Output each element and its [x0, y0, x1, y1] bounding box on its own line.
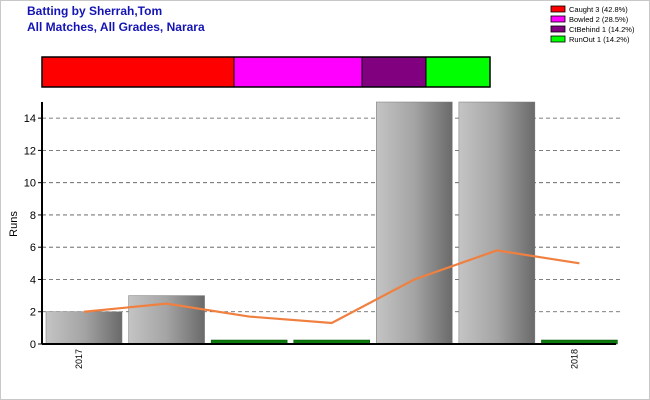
y-tick-label-5: 10: [24, 178, 36, 190]
legend-label-2: CtBehind 1 (14.2%): [569, 25, 635, 34]
legend-swatch-1: [550, 15, 566, 23]
dismissal-segment-0: [41, 56, 235, 88]
legend: Caught 3 (42.8%)Bowled 2 (28.5%)CtBehind…: [550, 5, 635, 44]
dismissal-segment-2: [361, 56, 427, 88]
bar-0: [45, 311, 123, 345]
bar-5: [458, 101, 536, 345]
dismissal-segment-3: [425, 56, 491, 88]
dismissal-strip: [41, 56, 491, 88]
trend-line: [83, 249, 580, 325]
dismissal-segment-1: [233, 56, 363, 88]
trend-line-layer: [83, 249, 580, 325]
x-tick-label-0: 2017: [74, 349, 84, 369]
y-tick-label-3: 6: [30, 242, 36, 254]
y-tick-label-4: 8: [30, 210, 36, 222]
bar-4: [376, 101, 453, 345]
bars: [45, 101, 618, 345]
legend-label-1: Bowled 2 (28.5%): [569, 15, 629, 24]
chart-title: Batting by Sherrah,Tom: [27, 4, 163, 18]
legend-swatch-2: [550, 25, 566, 33]
legend-label-0: Caught 3 (42.8%): [569, 5, 628, 14]
legend-swatch-3: [550, 35, 566, 43]
axis-labels: 0 2 4 6 8 10 12 14 2017 2018 Runs: [8, 113, 579, 369]
y-tick-label-7: 14: [24, 113, 36, 125]
y-tick-label-0: 0: [30, 339, 36, 351]
y-tick-label-2: 4: [30, 274, 36, 286]
dismissal-strip-border: [41, 56, 491, 88]
y-axis-title: Runs: [8, 211, 20, 237]
chart-subtitle: All Matches, All Grades, Narara: [27, 20, 205, 34]
y-tick-label-1: 2: [30, 307, 36, 319]
y-tick-label-6: 12: [24, 145, 36, 157]
axes: [41, 102, 616, 345]
legend-label-3: RunOut 1 (14.2%): [569, 35, 630, 44]
x-tick-label-6: 2018: [569, 349, 579, 369]
legend-swatch-0: [550, 5, 566, 13]
